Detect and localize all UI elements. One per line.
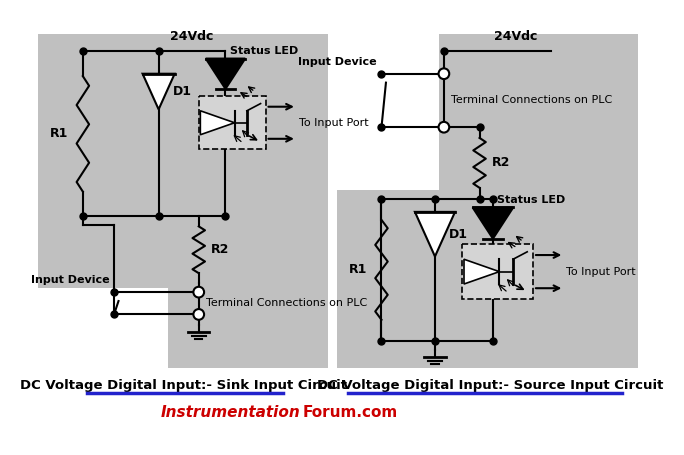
Bar (199, 96, 265, 150)
Text: Terminal Connections on PLC: Terminal Connections on PLC (206, 298, 367, 308)
Bar (38, 34, 328, 368)
Text: Status LED: Status LED (497, 195, 566, 205)
Polygon shape (473, 207, 513, 238)
Bar (462, 244, 533, 299)
Circle shape (438, 68, 449, 79)
Text: To Input Port: To Input Port (299, 118, 368, 128)
Text: Input Device: Input Device (298, 56, 377, 66)
Polygon shape (200, 111, 235, 135)
Text: R2: R2 (211, 243, 230, 256)
Text: R1: R1 (349, 263, 367, 276)
Text: DC Voltage Digital Input:- Source Input Circuit: DC Voltage Digital Input:- Source Input … (317, 379, 663, 392)
Bar (38, 288, 168, 368)
Text: DC Voltage Digital Input:- Sink Input Circuit: DC Voltage Digital Input:- Sink Input Ci… (20, 379, 347, 392)
Text: D1: D1 (173, 85, 192, 98)
Bar (337, 34, 638, 368)
Text: R1: R1 (50, 127, 68, 141)
Bar (337, 34, 439, 190)
Text: Status LED: Status LED (230, 46, 298, 56)
Text: Instrumentation: Instrumentation (161, 405, 300, 420)
Text: 24Vdc: 24Vdc (170, 30, 213, 42)
Polygon shape (142, 74, 174, 109)
Polygon shape (206, 59, 245, 89)
Circle shape (194, 287, 204, 298)
Text: Terminal Connections on PLC: Terminal Connections on PLC (451, 96, 612, 106)
Text: D1: D1 (449, 228, 469, 241)
Circle shape (438, 122, 449, 132)
Text: 24Vdc: 24Vdc (494, 30, 537, 42)
Circle shape (194, 309, 204, 320)
Polygon shape (415, 212, 455, 257)
Text: Input Device: Input Device (31, 275, 109, 285)
Text: R2: R2 (492, 157, 510, 169)
Text: To Input Port: To Input Port (566, 267, 635, 277)
Polygon shape (464, 259, 499, 284)
Text: Forum.com: Forum.com (302, 405, 397, 420)
